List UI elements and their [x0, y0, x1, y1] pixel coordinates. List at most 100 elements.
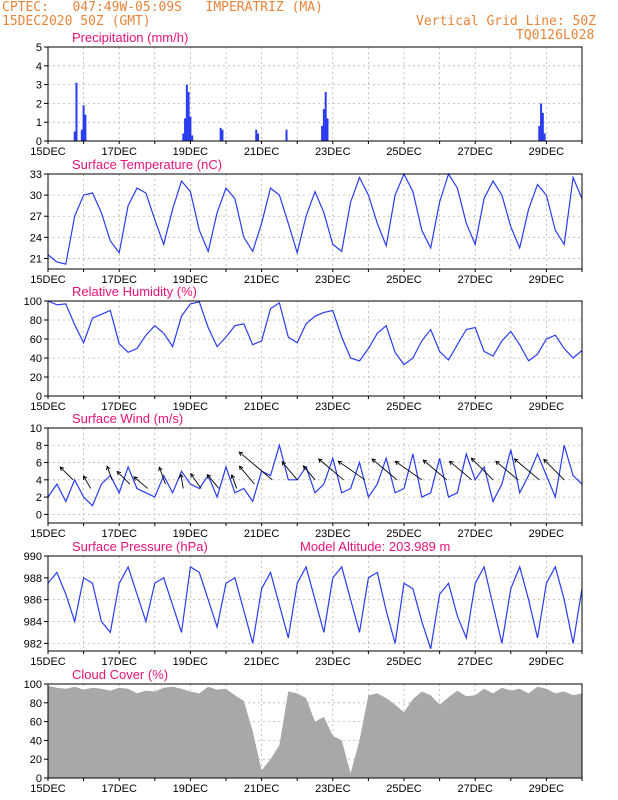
header-line1-right: Vertical Grid Line: 50Z [416, 14, 597, 29]
wind-arrow [206, 474, 220, 489]
wind-arrow [190, 473, 202, 489]
x-tick-label: 27DEC [457, 528, 493, 540]
precip-bar [80, 129, 83, 141]
panel-2 [44, 172, 583, 272]
precip-bar [185, 84, 188, 141]
y-tick-label: 30 [30, 190, 42, 202]
wind-arrow [106, 466, 113, 480]
wind-arrow [239, 465, 255, 485]
cloud-cover-area [48, 685, 582, 778]
precip-bar [82, 105, 85, 141]
x-tick-label: 17DEC [101, 656, 137, 668]
y-tick-label: 33 [30, 169, 42, 181]
wind-arrowhead [302, 465, 308, 471]
x-tick-label: 21DEC [244, 783, 280, 795]
series-line [47, 172, 583, 265]
x-tick-label: 15DEC [30, 783, 66, 795]
y-tick-label: 4 [36, 61, 42, 73]
y-tick-label: 80 [30, 698, 42, 710]
x-tick-label: 15DEC [30, 656, 66, 668]
precip-bar [541, 112, 544, 141]
panel-frame [47, 555, 583, 652]
wind-arrow [83, 475, 92, 489]
panel-3 [44, 300, 583, 399]
x-tick-label: 27DEC [457, 274, 493, 286]
y-tick-label: 4 [36, 475, 42, 487]
panel-6 [44, 683, 583, 781]
precip-bar [257, 133, 260, 141]
wind-arrow [281, 461, 298, 481]
wind-arrowhead [158, 466, 163, 472]
wind-arrow [495, 460, 519, 481]
wind-arrowhead [495, 460, 500, 466]
y-tick-label: 20 [30, 754, 42, 766]
x-tick-label: 21DEC [244, 528, 280, 540]
precip-bar [73, 131, 76, 141]
y-tick-label: 100 [24, 679, 42, 691]
y-tick-label: 990 [24, 551, 42, 563]
y-tick-label: 10 [30, 423, 42, 435]
wind-arrowhead [543, 458, 548, 464]
precip-bar [324, 92, 327, 141]
y-tick-label: 982 [24, 638, 42, 650]
wind-arrow [338, 460, 366, 481]
precip-bar [187, 92, 190, 141]
panel-frame [47, 300, 583, 397]
y-tick-label: 8 [36, 440, 42, 452]
wind-arrowhead [230, 474, 236, 479]
y-tick-label: 21 [30, 253, 42, 265]
y-tick-label: 988 [24, 573, 42, 585]
x-tick-label: 23DEC [315, 528, 351, 540]
y-tick-label: 24 [30, 232, 42, 244]
x-tick-label: 19DEC [173, 274, 209, 286]
wind-arrowhead [448, 460, 454, 466]
y-tick-label: 80 [30, 315, 42, 327]
wind-arrowhead [238, 465, 244, 471]
y-tick-label: 0 [36, 136, 42, 148]
x-tick-label: 29DEC [529, 528, 565, 540]
wind-arrowhead [179, 473, 184, 479]
model-altitude-label: Model Altitude: 203.989 m [300, 539, 450, 554]
y-tick-label: 0 [36, 773, 42, 785]
wind-arrowhead [133, 476, 138, 481]
x-tick-label: 27DEC [457, 401, 493, 413]
x-tick-label: 29DEC [529, 656, 565, 668]
header-line1-left: CPTEC: 047:49W-05:09S IMPERATRIZ (MA) [2, 0, 323, 15]
x-tick-label: 23DEC [315, 783, 351, 795]
wind-arrowhead [317, 458, 323, 463]
x-tick-label: 15DEC [30, 528, 66, 540]
y-tick-label: 5 [36, 42, 42, 54]
precip-bar [182, 133, 185, 141]
y-tick-label: 3 [36, 80, 42, 92]
wind-arrow [318, 458, 344, 481]
x-tick-label: 23DEC [315, 401, 351, 413]
wind-arrow [395, 460, 423, 481]
wind-arrow [422, 459, 448, 481]
wind-arrowhead [394, 460, 400, 466]
wind-arrowhead [371, 458, 377, 463]
x-tick-label: 25DEC [386, 401, 422, 413]
x-tick-label: 17DEC [101, 783, 137, 795]
panel-frame [47, 173, 583, 270]
wind-arrow [371, 458, 398, 481]
x-tick-label: 25DEC [386, 146, 422, 158]
x-tick-label: 29DEC [529, 274, 565, 286]
precip-bar [75, 82, 78, 141]
wind-arrowhead [190, 472, 195, 478]
precip-bar [255, 129, 258, 141]
x-tick-label: 23DEC [315, 146, 351, 158]
y-tick-label: 2 [36, 492, 42, 504]
y-tick-label: 60 [30, 717, 42, 729]
x-tick-label: 27DEC [457, 656, 493, 668]
precip-bar [191, 135, 194, 141]
precip-bar [540, 103, 543, 141]
wind-arrow [231, 474, 238, 489]
panel-title: Surface Temperature (nC) [72, 157, 222, 172]
x-tick-label: 19DEC [173, 783, 209, 795]
wind-arrowhead [513, 458, 519, 463]
wind-arrow [180, 474, 184, 489]
y-tick-label: 27 [30, 211, 42, 223]
precip-bar [184, 118, 187, 141]
precip-bar [84, 114, 87, 141]
wind-arrow [158, 467, 166, 485]
